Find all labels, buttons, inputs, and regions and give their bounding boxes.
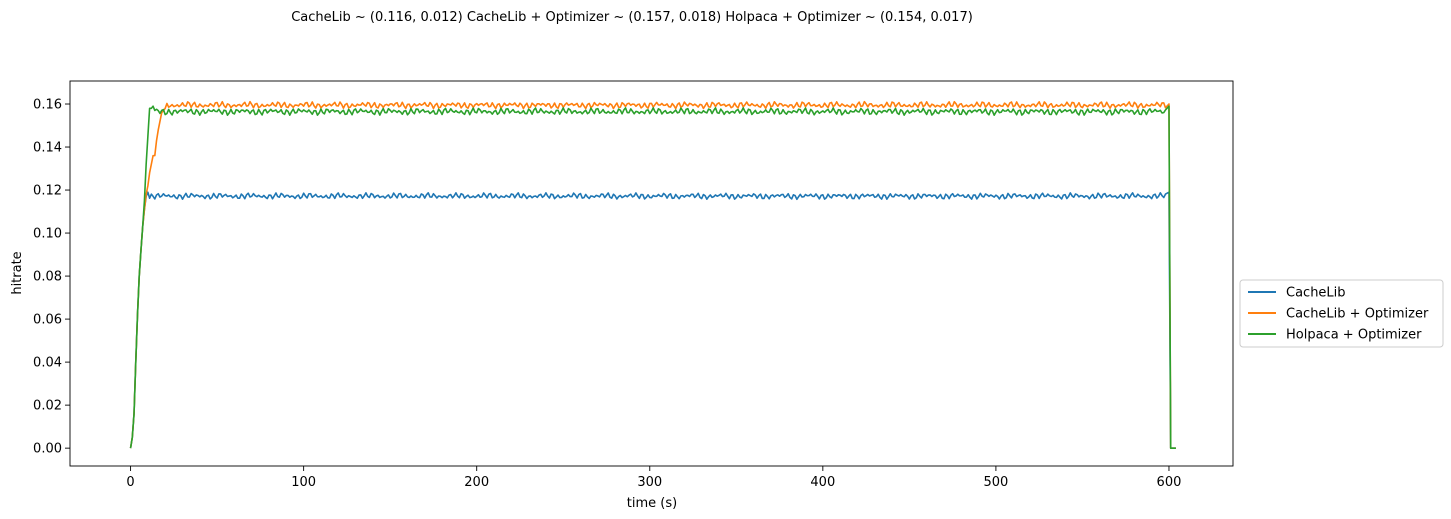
y-tick-label: 0.14 [33, 141, 62, 156]
chart-title: CacheLib ~ (0.116, 0.012) CacheLib + Opt… [291, 10, 973, 25]
legend-box [1239, 279, 1444, 348]
x-tick-label: 100 [291, 475, 316, 490]
y-tick-label: 0.04 [33, 356, 62, 371]
y-tick-label: 0.10 [33, 227, 62, 242]
series-line-2 [129, 105, 1176, 449]
plot-area: 0 100 200 300 400 500 600 0.00 0.02 0.04 0.06 0.08 0… [33, 80, 1234, 490]
y-tick-label: 0.12 [33, 184, 62, 199]
legend: CacheLib CacheLib + Optimizer Holpaca + Op… [1239, 279, 1444, 348]
x-tick-label: 200 [464, 475, 489, 490]
x-axis-label: time (s) [627, 496, 677, 511]
legend-label-2: Holpaca + Optimizer [1286, 328, 1422, 343]
y-tick-label: 0.08 [33, 270, 62, 285]
y-tick-label: 0.02 [33, 399, 62, 414]
x-tick-label: 0 [126, 475, 134, 490]
x-tick-label: 300 [637, 475, 662, 490]
y-tick-label: 0.16 [33, 98, 62, 113]
series-line-0 [129, 191, 1176, 449]
legend-label-0: CacheLib [1286, 286, 1346, 301]
x-tick-label: 600 [1157, 475, 1182, 490]
y-axis-label: hitrate [10, 251, 25, 294]
x-tick-label: 400 [810, 475, 835, 490]
y-tick-label: 0.06 [33, 313, 62, 328]
plot-frame [69, 80, 1234, 467]
y-tick-label: 0.00 [33, 442, 62, 457]
series-line-1 [129, 100, 1176, 449]
x-tick-label: 500 [983, 475, 1008, 490]
legend-label-1: CacheLib + Optimizer [1286, 307, 1429, 322]
